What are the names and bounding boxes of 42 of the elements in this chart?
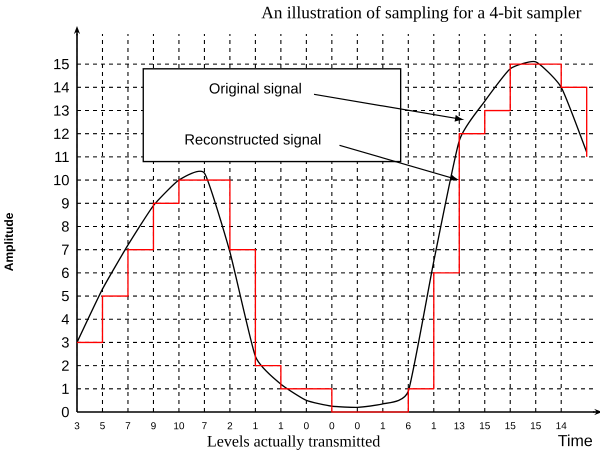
y-tick-label: 2	[62, 360, 69, 371]
x-tick-label: 2	[228, 422, 232, 430]
x-tick-label: 10	[174, 422, 184, 430]
y-tick-label: 8	[62, 221, 69, 232]
x-tick-label: 0	[329, 422, 334, 430]
y-axis-title: Amplitude	[4, 212, 16, 271]
x-tick-label: 7	[202, 422, 207, 430]
y-tick-label: 0	[62, 406, 69, 418]
x-tick-label: 7	[126, 422, 130, 430]
x-tick-label: 14	[556, 422, 566, 430]
x-tick-label: 6	[406, 422, 411, 430]
y-tick-label: 10	[54, 174, 69, 186]
y-tick-label: 7	[62, 244, 69, 255]
y-tick-label: 5	[62, 290, 69, 302]
x-tick-label: 15	[505, 422, 516, 430]
x-tick-label: 9	[151, 422, 156, 430]
y-tick-label: 12	[54, 128, 69, 139]
annotation: Original signal	[210, 82, 301, 96]
y-tick-label: 14	[54, 82, 69, 92]
x-tick-label: 5	[100, 422, 105, 430]
x-tick-label: 1	[278, 422, 284, 430]
y-tick-label: 1	[62, 384, 69, 394]
x-tick-label: 15	[530, 422, 541, 430]
x-tick-label: 0	[354, 422, 360, 430]
x-tick-label: 1	[380, 422, 386, 430]
x-tick-label: 1	[432, 422, 436, 430]
x-tick-label: 0	[304, 422, 309, 430]
x-tick-label: 1	[253, 422, 258, 430]
text: Time	[558, 434, 592, 446]
x-axis-title: Levels actually transmitted	[207, 435, 380, 450]
y-tick-label: 11	[55, 152, 69, 162]
y-tick-label: 9	[62, 198, 69, 208]
annotation: Reconstructed signal	[186, 134, 320, 148]
y-tick-label: 4	[62, 314, 70, 324]
y-tick-label: 13	[54, 105, 69, 116]
y-tick-label: 3	[62, 337, 69, 348]
y-tick-label: 15	[54, 59, 69, 70]
y-tick-label: 6	[62, 268, 69, 278]
x-tick-label: 15	[480, 422, 490, 430]
chart-title: An illustration of sampling for a 4-bit sampler	[261, 6, 582, 22]
x-tick-label: 13	[454, 422, 464, 430]
x-tick-label: 3	[74, 422, 80, 430]
